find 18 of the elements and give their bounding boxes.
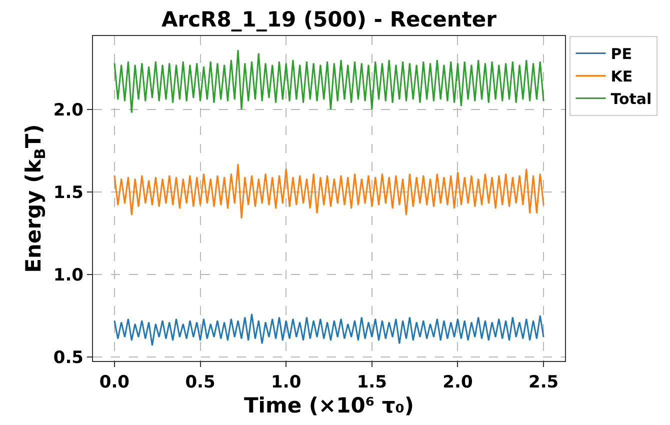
y-tick-label: 2.0	[53, 100, 84, 120]
line-series	[114, 313, 544, 346]
line-series	[114, 163, 544, 220]
legend-label: Total	[610, 90, 652, 108]
x-tick-label: 0.5	[185, 372, 216, 392]
y-tick-label: 1.0	[53, 265, 84, 286]
x-tick-label: 1.5	[356, 372, 387, 392]
x-tick-label: 0.0	[99, 372, 130, 392]
x-tick-label: 2.5	[528, 372, 559, 392]
y-tick-label: 0.5	[53, 348, 84, 368]
legend-label: KE	[610, 68, 633, 86]
legend-label: PE	[610, 45, 632, 64]
x-tick-label: 1.0	[271, 372, 302, 392]
x-axis-title: Time (×10⁶ τ₀)	[244, 394, 414, 418]
y-tick-label: 1.5	[53, 182, 84, 203]
x-tick-label: 2.0	[442, 372, 473, 392]
chart-title: ArcR8_1_19 (500) - Recenter	[161, 7, 498, 32]
line-series	[114, 49, 544, 114]
